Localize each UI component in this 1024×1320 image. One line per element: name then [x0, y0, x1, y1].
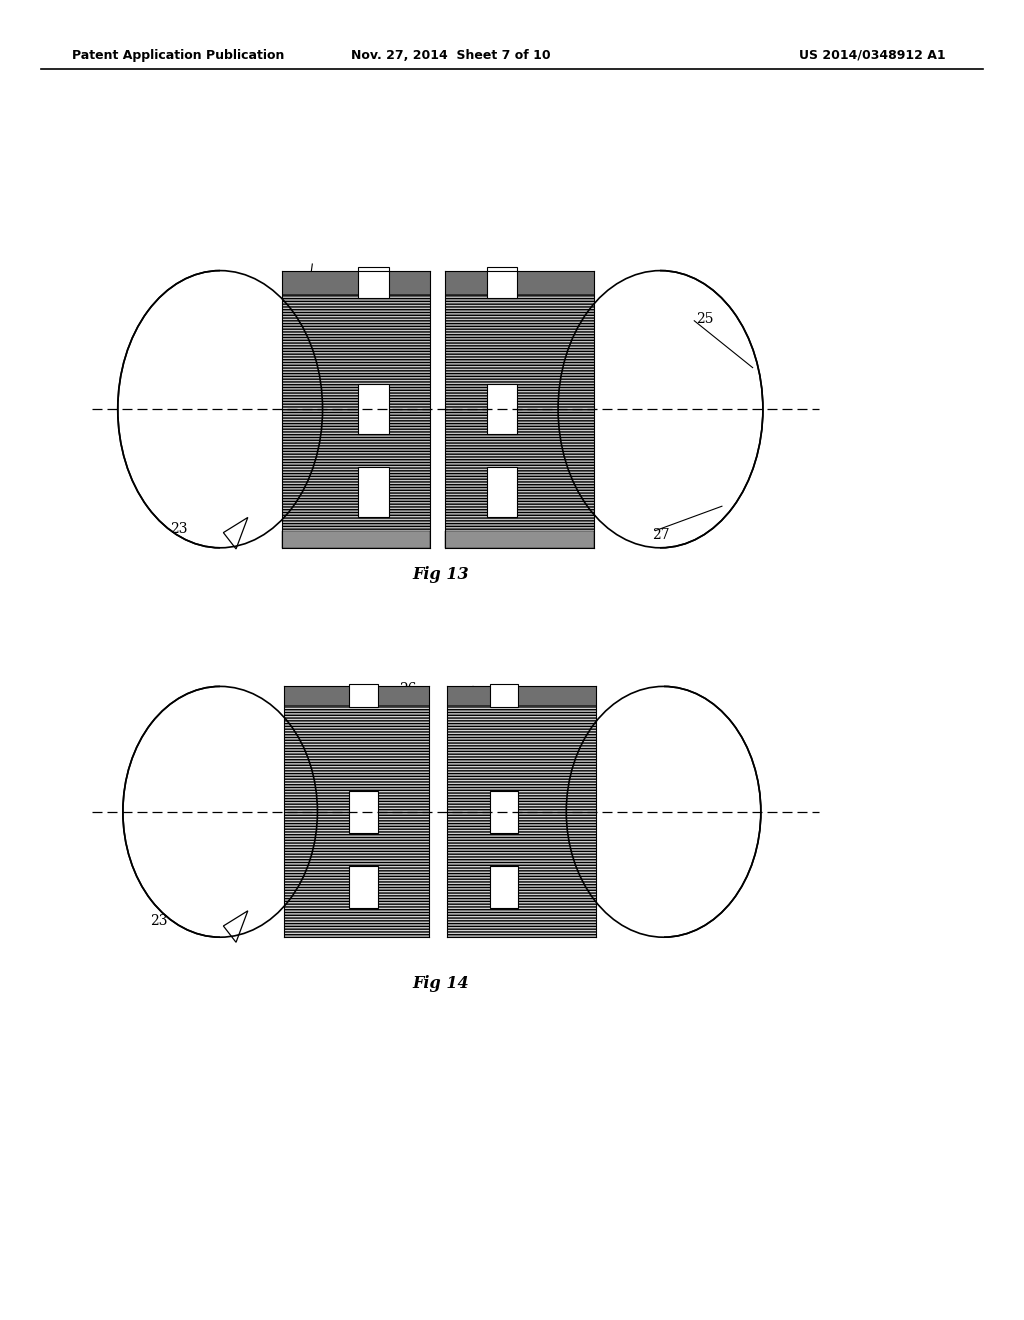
Bar — [486, 384, 517, 434]
Text: US 2014/0348912 A1: US 2014/0348912 A1 — [799, 49, 945, 62]
Bar — [486, 268, 517, 297]
Bar — [282, 531, 430, 548]
Bar — [486, 467, 517, 517]
Text: 25: 25 — [696, 313, 714, 326]
Text: 5: 5 — [598, 689, 606, 704]
Bar — [284, 686, 429, 705]
Bar — [282, 271, 430, 548]
Text: Fig 14: Fig 14 — [412, 975, 469, 991]
Text: 26: 26 — [390, 296, 409, 310]
Bar — [538, 244, 660, 574]
Bar — [220, 244, 343, 574]
Bar — [445, 271, 594, 294]
Ellipse shape — [566, 686, 761, 937]
Text: 4: 4 — [626, 694, 634, 709]
Text: 27: 27 — [651, 528, 670, 541]
Bar — [447, 686, 596, 705]
Text: Nov. 27, 2014  Sheet 7 of 10: Nov. 27, 2014 Sheet 7 of 10 — [351, 49, 550, 62]
Bar — [349, 866, 378, 908]
Text: 24: 24 — [303, 282, 322, 297]
Bar — [220, 660, 338, 964]
Bar — [489, 684, 518, 708]
Text: 27: 27 — [347, 688, 366, 702]
Bar — [358, 384, 389, 434]
Bar — [445, 531, 594, 548]
Bar — [282, 271, 430, 294]
Text: 26: 26 — [398, 681, 417, 696]
Text: 23: 23 — [150, 915, 168, 928]
Text: 27: 27 — [712, 733, 729, 746]
Bar — [447, 686, 596, 937]
Bar — [546, 660, 664, 964]
Bar — [282, 271, 430, 548]
Bar — [445, 271, 594, 548]
Bar — [445, 271, 594, 548]
Ellipse shape — [558, 271, 763, 548]
Text: 25: 25 — [681, 698, 698, 713]
Text: 23: 23 — [170, 523, 188, 536]
Bar — [447, 686, 596, 937]
Bar — [284, 686, 429, 937]
Bar — [358, 268, 389, 297]
Bar — [349, 684, 378, 708]
Bar — [489, 866, 518, 908]
Text: 26: 26 — [562, 682, 581, 697]
Bar — [349, 791, 378, 833]
Ellipse shape — [118, 271, 323, 548]
Bar — [358, 467, 389, 517]
Bar — [489, 791, 518, 833]
Text: Fig 13: Fig 13 — [412, 566, 469, 582]
Text: 26: 26 — [559, 296, 578, 310]
Text: Patent Application Publication: Patent Application Publication — [72, 49, 284, 62]
Bar — [284, 686, 429, 937]
Ellipse shape — [123, 686, 317, 937]
